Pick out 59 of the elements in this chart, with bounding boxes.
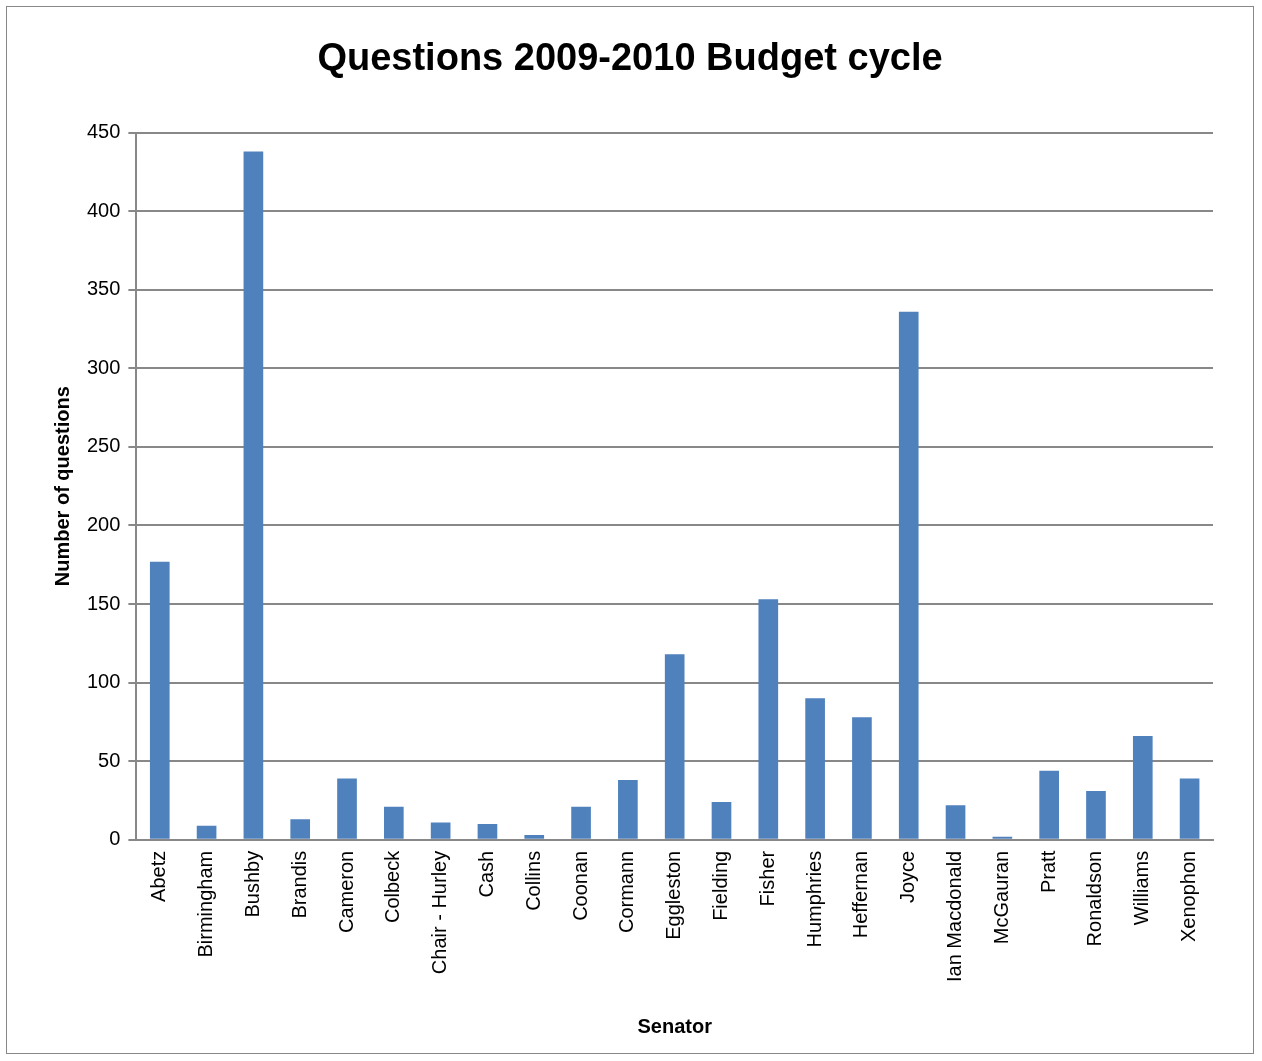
x-tick-label: Abetz	[147, 850, 170, 902]
x-tick-label: Collins	[521, 850, 544, 911]
y-tick-label: 100	[86, 670, 121, 693]
bar	[196, 825, 217, 839]
x-tick-label: Ronaldson	[1083, 850, 1106, 947]
bar	[758, 599, 779, 839]
bar	[1086, 791, 1106, 839]
x-tick-label: Cash	[474, 850, 497, 898]
x-tick-label: Joyce	[896, 850, 919, 904]
x-tick-label: McGauran	[989, 850, 1012, 945]
x-tick-label: Coonan	[568, 850, 591, 921]
x-axis-title: Senator	[637, 1014, 713, 1037]
y-tick-label: 50	[98, 748, 121, 771]
x-tick-label: Ian Macdonald	[943, 850, 966, 982]
bar	[1039, 770, 1059, 839]
y-tick-label: 300	[86, 355, 121, 378]
bar	[992, 836, 1013, 839]
bar	[1179, 778, 1200, 839]
bar	[477, 824, 498, 839]
x-tick-label: Birmingham	[194, 850, 217, 958]
bar	[1132, 736, 1153, 839]
x-tick-label: Humphries	[802, 850, 825, 948]
bar	[383, 806, 404, 839]
y-tick-label: 400	[86, 198, 121, 221]
chart-title: Questions 2009-2010 Budget cycle	[317, 36, 943, 79]
bar	[664, 654, 685, 839]
bar	[852, 717, 872, 839]
bar	[524, 835, 545, 839]
x-tick-label: Williams	[1130, 850, 1153, 926]
x-tick-label: Eggleston	[662, 850, 685, 940]
x-tick-label: Fisher	[755, 850, 778, 907]
y-axis-title: Number of questions	[50, 386, 73, 587]
bar	[898, 311, 919, 839]
y-tick-label: 200	[86, 513, 121, 535]
x-tick-label: Chair - Hurley	[428, 850, 451, 975]
bar	[711, 802, 732, 839]
x-tick-label: Bushby	[240, 850, 263, 918]
y-tick-label: 450	[86, 120, 121, 143]
x-tick-label: Heffernan	[849, 850, 872, 939]
y-tick-label: 150	[86, 591, 121, 614]
x-tick-label: Cormann	[615, 850, 638, 934]
x-tick-label: Brandis	[287, 850, 310, 919]
x-tick-label: Xenophon	[1177, 850, 1200, 942]
bar	[290, 819, 311, 839]
bar	[618, 780, 638, 839]
bar	[945, 805, 966, 839]
bar	[337, 778, 357, 839]
x-tick-label: Colbeck	[381, 849, 404, 924]
bar	[430, 822, 451, 839]
y-tick-label: 350	[86, 277, 121, 300]
bar	[805, 698, 825, 839]
y-tick-label: 250	[86, 434, 121, 457]
bar	[149, 561, 170, 839]
bar	[571, 806, 591, 839]
y-tick-label: 0	[109, 827, 121, 850]
x-tick-label: Fielding	[709, 850, 732, 921]
x-tick-label: Pratt	[1036, 850, 1059, 894]
x-tick-label: Cameron	[334, 850, 357, 934]
bar	[243, 151, 264, 839]
